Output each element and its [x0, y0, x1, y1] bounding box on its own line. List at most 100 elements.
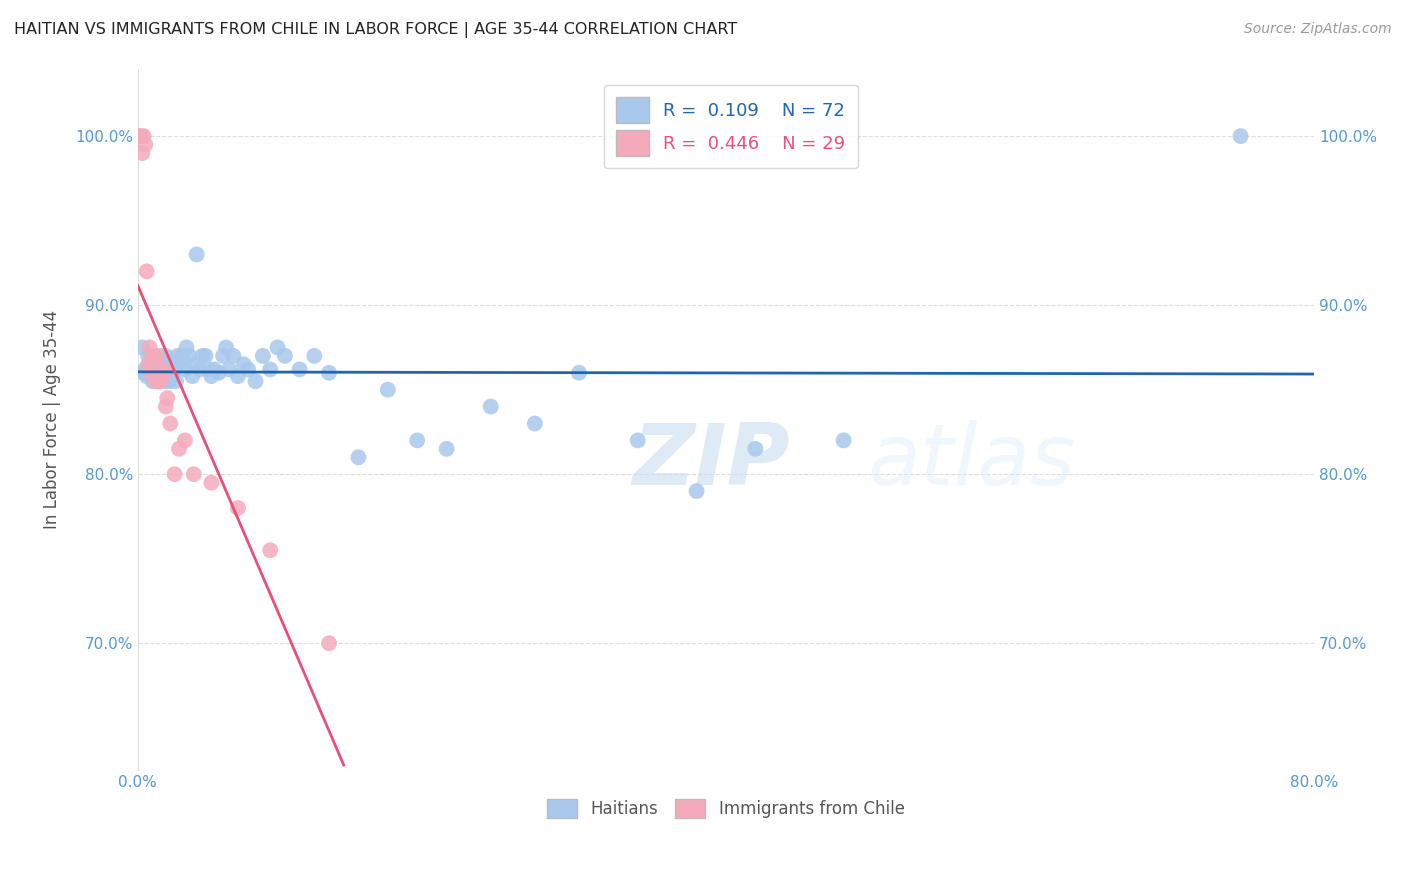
Point — [139, 366, 162, 380]
Point — [194, 349, 217, 363]
Point — [134, 362, 156, 376]
Point — [167, 357, 190, 371]
Point — [142, 374, 165, 388]
Point — [174, 434, 197, 448]
Point — [202, 362, 225, 376]
Point — [304, 349, 326, 363]
Point — [155, 400, 177, 414]
Point — [347, 450, 370, 465]
Point — [152, 357, 174, 371]
Point — [174, 362, 197, 376]
Point — [148, 374, 170, 388]
Point — [132, 129, 155, 144]
Point — [186, 247, 208, 261]
Point — [406, 434, 429, 448]
Point — [568, 366, 591, 380]
Point — [153, 366, 176, 380]
Point — [139, 369, 162, 384]
Point — [179, 349, 201, 363]
Point — [167, 442, 190, 456]
Point — [232, 357, 254, 371]
Point — [128, 129, 150, 144]
Point — [170, 349, 193, 363]
Point — [160, 357, 183, 371]
Point — [148, 374, 170, 388]
Point — [197, 362, 219, 376]
Point — [145, 369, 167, 384]
Point — [215, 340, 238, 354]
Point — [318, 636, 340, 650]
Point — [218, 362, 240, 376]
Point — [155, 349, 177, 363]
Point — [143, 366, 166, 380]
Point — [131, 146, 153, 161]
Point — [1229, 129, 1251, 144]
Point — [259, 362, 281, 376]
Point — [523, 417, 546, 431]
Point — [183, 357, 205, 371]
Point — [165, 374, 187, 388]
Point — [138, 357, 160, 371]
Text: ZIP: ZIP — [631, 420, 790, 503]
Point — [159, 374, 181, 388]
Point — [157, 369, 180, 384]
Point — [226, 501, 249, 516]
Point — [245, 374, 267, 388]
Point — [156, 391, 179, 405]
Point — [132, 366, 155, 380]
Point — [183, 467, 205, 482]
Point — [832, 434, 855, 448]
Point — [149, 374, 172, 388]
Point — [162, 366, 184, 380]
Point — [377, 383, 399, 397]
Point — [136, 357, 159, 371]
Point — [744, 442, 766, 456]
Point — [191, 349, 214, 363]
Point — [479, 400, 502, 414]
Point — [150, 369, 173, 384]
Point — [159, 417, 181, 431]
Point — [252, 349, 274, 363]
Point — [236, 362, 259, 376]
Point — [131, 340, 153, 354]
Point — [156, 362, 179, 376]
Point — [149, 374, 172, 388]
Point — [155, 374, 177, 388]
Point — [288, 362, 311, 376]
Point — [153, 362, 176, 376]
Point — [166, 349, 188, 363]
Point — [129, 129, 152, 144]
Point — [176, 340, 198, 354]
Point — [200, 369, 222, 384]
Text: Source: ZipAtlas.com: Source: ZipAtlas.com — [1244, 22, 1392, 37]
Text: atlas: atlas — [868, 420, 1076, 503]
Point — [200, 475, 222, 490]
Legend: Haitians, Immigrants from Chile: Haitians, Immigrants from Chile — [541, 792, 911, 825]
Point — [143, 366, 166, 380]
Point — [436, 442, 458, 456]
Point — [150, 349, 173, 363]
Point — [146, 362, 169, 376]
Point — [152, 362, 174, 376]
Text: HAITIAN VS IMMIGRANTS FROM CHILE IN LABOR FORCE | AGE 35-44 CORRELATION CHART: HAITIAN VS IMMIGRANTS FROM CHILE IN LABO… — [14, 22, 737, 38]
Point — [274, 349, 297, 363]
Point — [188, 362, 211, 376]
Point — [153, 369, 176, 384]
Point — [135, 264, 157, 278]
Point — [222, 349, 245, 363]
Point — [163, 467, 186, 482]
Point — [146, 349, 169, 363]
Point — [208, 366, 231, 380]
Point — [685, 484, 707, 499]
Point — [149, 357, 172, 371]
Point — [181, 369, 204, 384]
Point — [266, 340, 288, 354]
Point — [259, 543, 281, 558]
Point — [163, 362, 186, 376]
Point — [142, 349, 165, 363]
Point — [318, 366, 340, 380]
Y-axis label: In Labor Force | Age 35-44: In Labor Force | Age 35-44 — [44, 310, 60, 529]
Point — [135, 369, 157, 384]
Point — [145, 374, 167, 388]
Point — [136, 349, 159, 363]
